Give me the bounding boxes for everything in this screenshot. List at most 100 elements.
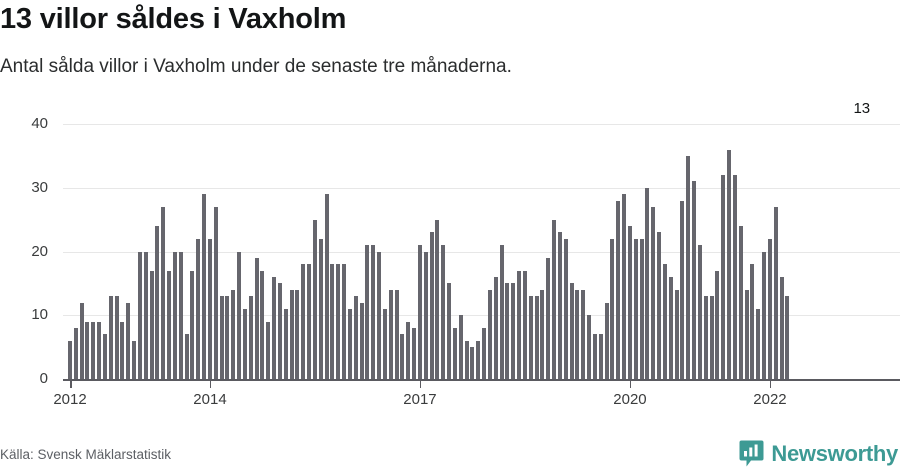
bar bbox=[68, 340, 72, 379]
source-note: Källa: Svensk Mäklarstatistik bbox=[0, 447, 172, 462]
y-axis-tick-label: 20 bbox=[31, 242, 48, 260]
bar bbox=[779, 277, 784, 379]
bar bbox=[114, 296, 119, 379]
bar bbox=[610, 238, 615, 379]
bar bbox=[680, 200, 685, 379]
bar bbox=[482, 328, 487, 379]
bar bbox=[487, 289, 492, 379]
x-axis-tick-label: 2022 bbox=[753, 391, 787, 408]
bar-series bbox=[63, 100, 900, 379]
bar bbox=[342, 264, 347, 379]
bar bbox=[627, 226, 632, 379]
x-axis-baseline bbox=[63, 379, 900, 381]
bar bbox=[289, 289, 294, 379]
bar bbox=[616, 200, 621, 379]
bar bbox=[365, 245, 370, 379]
bar bbox=[143, 251, 148, 379]
bar bbox=[762, 251, 767, 379]
bar bbox=[756, 308, 761, 379]
bar bbox=[505, 283, 510, 379]
bar bbox=[248, 296, 253, 379]
bar bbox=[301, 264, 306, 379]
bar bbox=[493, 277, 498, 379]
bar bbox=[744, 289, 749, 379]
bar bbox=[633, 238, 638, 379]
bar bbox=[155, 226, 160, 379]
bar bbox=[196, 238, 201, 379]
bar bbox=[178, 251, 183, 379]
bar bbox=[149, 270, 154, 379]
speech-bubble-bar-chart-icon bbox=[739, 440, 764, 467]
bar bbox=[237, 251, 242, 379]
gridline bbox=[63, 124, 900, 125]
bar bbox=[260, 270, 265, 379]
bar bbox=[312, 219, 317, 379]
bar bbox=[219, 296, 224, 379]
bar bbox=[79, 302, 84, 379]
y-axis-tick-label: 10 bbox=[31, 306, 48, 324]
bar bbox=[773, 206, 778, 379]
bar bbox=[581, 289, 586, 379]
x-axis-tick-label: 2014 bbox=[193, 391, 227, 408]
y-axis-tick-label: 40 bbox=[31, 115, 48, 132]
bar bbox=[353, 296, 358, 379]
plot-area: 0 10 20 30 40 13 bbox=[0, 100, 900, 400]
bar bbox=[307, 264, 312, 379]
bar bbox=[522, 270, 527, 379]
bar bbox=[657, 232, 662, 379]
bar bbox=[242, 308, 247, 379]
bar bbox=[569, 283, 574, 379]
bar bbox=[441, 245, 446, 379]
bar bbox=[336, 264, 341, 379]
newsworthy-logo[interactable]: Newsworthy bbox=[739, 440, 898, 467]
bar bbox=[662, 264, 667, 379]
x-axis-tick-mark bbox=[70, 381, 72, 388]
bar bbox=[330, 264, 335, 379]
bar bbox=[85, 321, 90, 379]
bar bbox=[91, 321, 96, 379]
bar bbox=[645, 187, 650, 379]
bar bbox=[674, 289, 679, 379]
bar bbox=[324, 194, 329, 379]
x-axis-tick-mark bbox=[209, 381, 212, 388]
bar bbox=[517, 270, 522, 379]
highlighted-bar-value-label: 13 bbox=[853, 100, 871, 117]
bar bbox=[732, 175, 737, 379]
bar bbox=[73, 328, 78, 379]
x-axis-tick-label: 2017 bbox=[403, 391, 437, 408]
bar bbox=[161, 206, 166, 379]
bar bbox=[202, 194, 207, 379]
bar bbox=[126, 302, 131, 379]
bar bbox=[167, 270, 172, 379]
bar bbox=[785, 296, 790, 379]
bar bbox=[622, 194, 627, 379]
bar bbox=[172, 251, 177, 379]
bar bbox=[97, 321, 102, 379]
bar bbox=[377, 251, 382, 379]
bar bbox=[534, 296, 539, 379]
bar bbox=[587, 315, 592, 379]
gridline bbox=[63, 251, 900, 253]
bar bbox=[318, 238, 323, 379]
bar bbox=[283, 308, 288, 379]
bar bbox=[417, 245, 422, 379]
bar bbox=[552, 219, 557, 379]
bar bbox=[476, 340, 481, 379]
bar bbox=[394, 289, 399, 379]
bar bbox=[371, 245, 376, 379]
bar bbox=[709, 296, 714, 379]
bar bbox=[184, 334, 189, 379]
bar bbox=[703, 296, 708, 379]
bar bbox=[347, 308, 352, 379]
bar bbox=[225, 296, 230, 379]
bar bbox=[604, 302, 609, 379]
bar bbox=[452, 328, 457, 379]
bar bbox=[686, 155, 691, 379]
gridline bbox=[63, 187, 900, 189]
bar bbox=[277, 283, 282, 379]
bar bbox=[295, 289, 300, 379]
bar bbox=[458, 315, 463, 379]
bar bbox=[715, 270, 720, 379]
bar bbox=[435, 219, 440, 379]
chart-subtitle: Antal sålda villor i Vaxholm under de se… bbox=[0, 56, 512, 77]
